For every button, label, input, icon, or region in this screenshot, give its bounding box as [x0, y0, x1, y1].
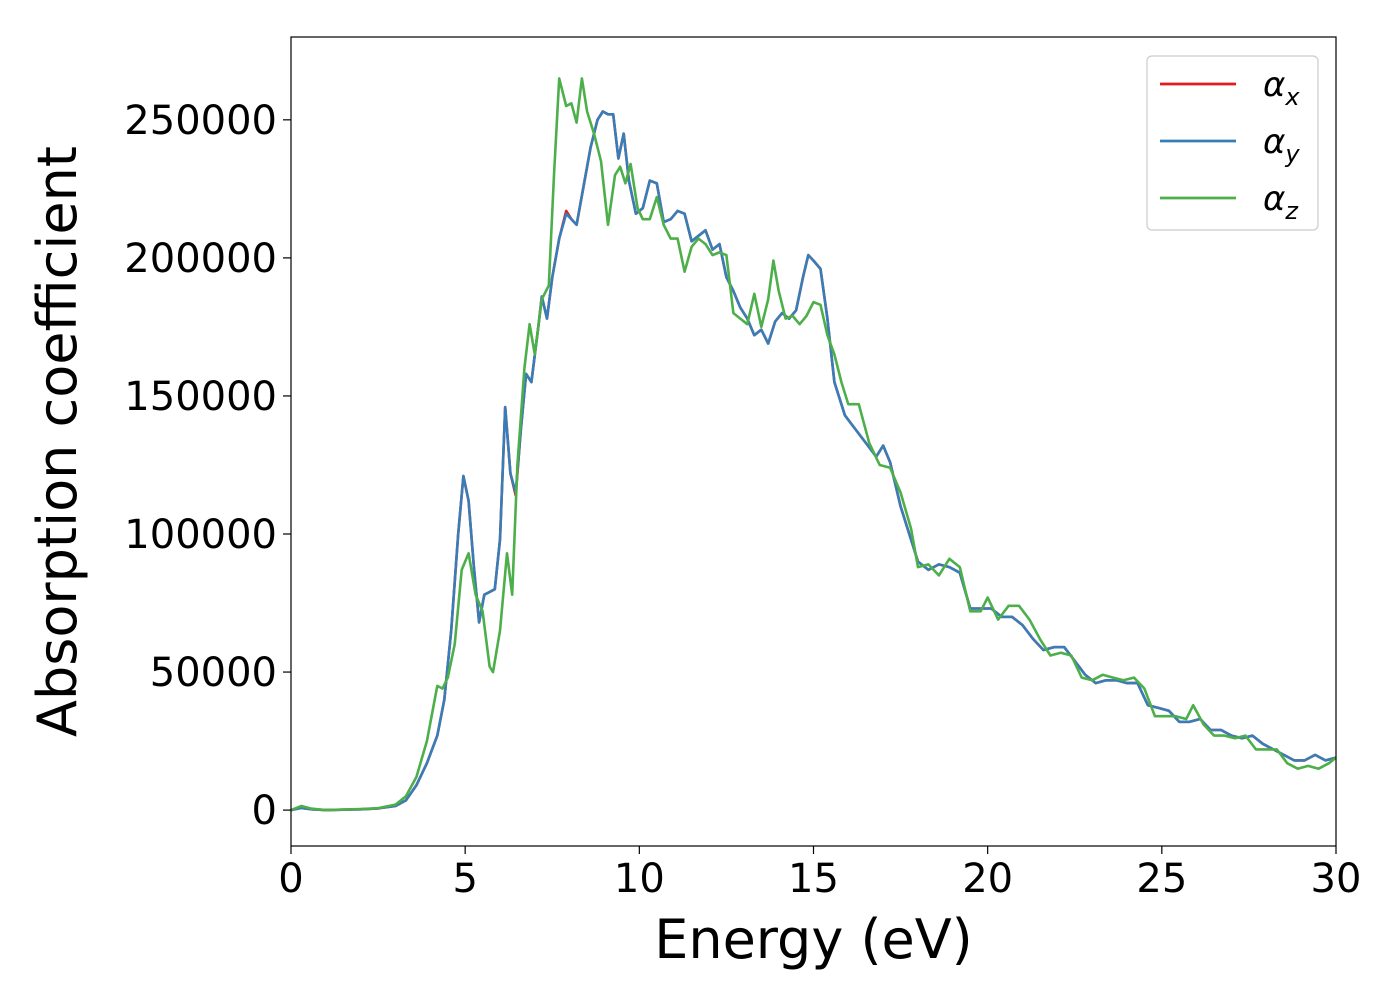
- legend-box: [1146, 55, 1319, 231]
- y-tick-label: 250000: [124, 98, 277, 144]
- x-tick-label: 30: [1311, 856, 1362, 902]
- y-tick-label: 200000: [124, 236, 277, 282]
- x-tick-label: 15: [788, 856, 839, 902]
- legend-subscript: y: [1284, 140, 1300, 168]
- y-axis-title: Absorption coefficient: [26, 146, 89, 737]
- x-tick-label: 20: [962, 856, 1013, 902]
- y-tick-label: 50000: [150, 650, 277, 696]
- legend-label-x: αx: [1263, 65, 1300, 111]
- legend-subscript: x: [1284, 83, 1300, 111]
- x-tick-label: 25: [1136, 856, 1187, 902]
- x-tick-label: 5: [452, 856, 477, 902]
- series-layer: [291, 77, 1336, 812]
- y-axis-ticks: 0 50000 100000 150000 200000 250000: [124, 98, 291, 834]
- y-tick-label: 100000: [124, 512, 277, 558]
- x-tick-label: 10: [614, 856, 665, 902]
- y-tick-label: 0: [252, 788, 277, 834]
- x-axis-ticks: 0 5 10 15 20 25 30: [278, 846, 1361, 902]
- legend-subscript: z: [1284, 197, 1299, 225]
- x-axis-title: Energy (eV): [654, 908, 973, 971]
- series-line-z: [291, 77, 1336, 812]
- legend-symbol: α: [1263, 65, 1285, 105]
- legend-label-y: αy: [1263, 122, 1300, 168]
- legend-label-z: αz: [1263, 179, 1299, 225]
- legend-symbol: α: [1263, 179, 1285, 219]
- x-tick-label: 0: [278, 856, 303, 902]
- legend-symbol: α: [1263, 122, 1285, 162]
- y-tick-label: 150000: [124, 374, 277, 420]
- series-line-y: [291, 110, 1336, 812]
